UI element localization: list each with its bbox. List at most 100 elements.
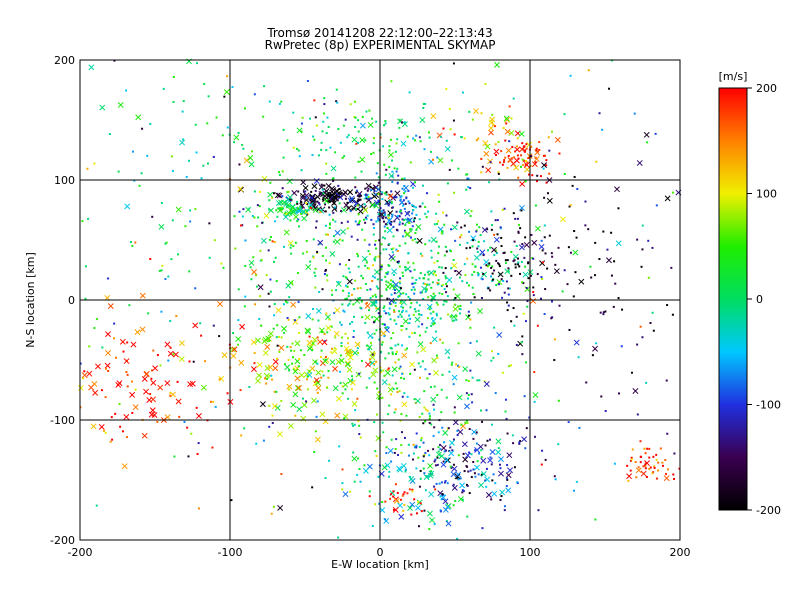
data-point bbox=[344, 118, 347, 121]
data-point bbox=[428, 269, 435, 276]
data-point bbox=[323, 198, 330, 205]
data-point bbox=[125, 436, 128, 439]
data-point bbox=[390, 337, 393, 340]
data-point bbox=[389, 302, 392, 305]
grid-lines bbox=[80, 60, 680, 540]
data-point bbox=[164, 414, 171, 421]
data-point bbox=[457, 167, 460, 170]
data-point bbox=[393, 310, 396, 313]
data-point bbox=[81, 372, 88, 379]
data-point bbox=[418, 218, 421, 221]
data-point bbox=[356, 347, 359, 350]
data-point bbox=[409, 228, 412, 231]
data-point bbox=[367, 187, 370, 190]
data-point bbox=[373, 258, 376, 261]
data-point bbox=[627, 479, 630, 482]
data-point bbox=[463, 224, 466, 227]
data-point bbox=[393, 292, 396, 295]
data-point bbox=[428, 421, 431, 424]
data-point bbox=[401, 235, 404, 238]
data-point bbox=[377, 193, 380, 196]
data-point bbox=[307, 209, 310, 212]
data-point bbox=[326, 233, 329, 236]
data-point bbox=[368, 377, 371, 380]
data-point bbox=[231, 86, 234, 89]
data-point bbox=[397, 174, 400, 177]
data-point bbox=[359, 287, 362, 290]
data-point bbox=[384, 213, 387, 216]
data-point bbox=[238, 210, 241, 213]
data-point bbox=[344, 197, 347, 200]
data-point bbox=[348, 271, 351, 274]
data-point bbox=[375, 301, 378, 304]
data-point bbox=[491, 246, 497, 253]
data-point bbox=[418, 313, 421, 316]
data-point bbox=[188, 270, 191, 273]
colorbar-tick-label: 0 bbox=[756, 293, 763, 306]
data-point bbox=[388, 200, 391, 203]
data-point bbox=[420, 439, 423, 442]
data-point bbox=[324, 203, 327, 206]
data-point bbox=[621, 308, 624, 311]
data-point bbox=[665, 379, 668, 382]
data-point bbox=[186, 426, 189, 429]
data-point bbox=[223, 89, 230, 95]
data-point bbox=[415, 241, 418, 244]
data-point bbox=[453, 133, 456, 136]
data-point bbox=[107, 369, 110, 372]
data-point bbox=[256, 372, 262, 379]
data-point bbox=[115, 356, 118, 359]
data-point bbox=[331, 193, 338, 200]
data-point bbox=[456, 434, 459, 437]
data-point bbox=[382, 217, 385, 220]
data-point bbox=[417, 325, 420, 328]
data-point bbox=[542, 261, 545, 264]
data-point bbox=[251, 269, 258, 275]
data-point bbox=[347, 354, 354, 361]
data-point bbox=[512, 442, 515, 445]
data-point bbox=[430, 286, 433, 289]
data-point bbox=[486, 265, 489, 268]
data-point bbox=[218, 378, 221, 381]
data-point bbox=[463, 208, 470, 215]
data-point bbox=[320, 141, 323, 144]
data-point bbox=[384, 122, 387, 125]
data-point bbox=[443, 450, 446, 453]
data-point bbox=[146, 154, 149, 157]
data-point bbox=[415, 213, 418, 216]
data-point bbox=[514, 263, 517, 266]
data-point bbox=[123, 358, 130, 365]
data-point bbox=[314, 267, 317, 270]
data-point bbox=[524, 180, 527, 183]
data-point bbox=[631, 448, 634, 451]
data-point bbox=[371, 279, 374, 282]
data-point bbox=[221, 352, 228, 359]
data-point bbox=[252, 256, 255, 259]
data-point bbox=[491, 279, 494, 282]
x-axis-ticks: -200 -100 0 100 200 bbox=[68, 546, 691, 559]
data-point bbox=[381, 501, 384, 504]
data-point bbox=[143, 370, 150, 377]
data-point bbox=[280, 336, 283, 339]
data-point bbox=[226, 75, 229, 78]
data-point bbox=[403, 121, 406, 124]
data-point bbox=[353, 100, 356, 103]
data-point bbox=[285, 212, 288, 215]
data-point bbox=[381, 379, 388, 386]
data-point bbox=[276, 324, 279, 327]
data-point bbox=[269, 278, 272, 281]
data-point bbox=[450, 315, 453, 318]
data-point bbox=[183, 420, 186, 423]
data-point bbox=[487, 457, 494, 464]
data-point bbox=[398, 286, 401, 289]
data-point bbox=[574, 271, 577, 274]
data-point bbox=[517, 257, 520, 260]
data-point bbox=[382, 145, 385, 148]
data-point bbox=[437, 252, 440, 255]
data-point bbox=[484, 444, 487, 447]
data-point bbox=[406, 492, 409, 495]
data-point bbox=[286, 191, 289, 194]
data-point bbox=[399, 198, 402, 201]
data-point bbox=[375, 455, 378, 458]
